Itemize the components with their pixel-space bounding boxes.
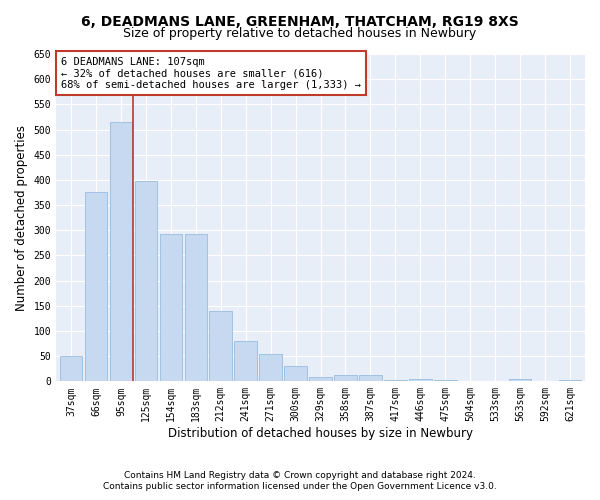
Bar [235,341,257,382]
Bar [60,356,82,382]
Bar [334,376,356,382]
Bar [284,366,307,382]
Bar [309,378,332,382]
Bar [259,354,282,382]
Bar [185,234,207,382]
Bar [434,380,457,382]
Bar [110,122,132,382]
Text: 6, DEADMANS LANE, GREENHAM, THATCHAM, RG19 8XS: 6, DEADMANS LANE, GREENHAM, THATCHAM, RG… [81,15,519,29]
Text: 6 DEADMANS LANE: 107sqm
← 32% of detached houses are smaller (616)
68% of semi-d: 6 DEADMANS LANE: 107sqm ← 32% of detache… [61,56,361,90]
Bar [384,380,407,382]
Y-axis label: Number of detached properties: Number of detached properties [15,124,28,310]
Text: Contains HM Land Registry data © Crown copyright and database right 2024.: Contains HM Land Registry data © Crown c… [124,471,476,480]
Bar [509,379,532,382]
Bar [409,379,431,382]
Text: Size of property relative to detached houses in Newbury: Size of property relative to detached ho… [124,28,476,40]
Bar [160,234,182,382]
Bar [559,380,581,382]
Bar [85,192,107,382]
Bar [209,311,232,382]
X-axis label: Distribution of detached houses by size in Newbury: Distribution of detached houses by size … [168,427,473,440]
Bar [359,376,382,382]
Bar [134,181,157,382]
Text: Contains public sector information licensed under the Open Government Licence v3: Contains public sector information licen… [103,482,497,491]
